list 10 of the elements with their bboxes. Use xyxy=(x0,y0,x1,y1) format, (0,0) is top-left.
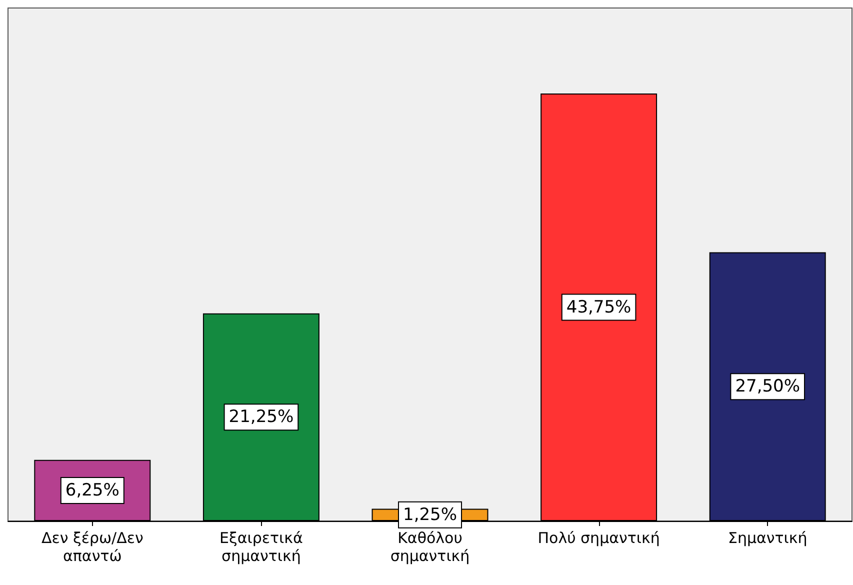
x-tick-label: Πολύ σημαντική xyxy=(538,529,660,547)
x-tick-label: Καθόλου σημαντική xyxy=(390,529,470,565)
data-label: 27,50% xyxy=(735,376,800,397)
x-tick-label: Δεν ξέρω/Δεν απαντώ xyxy=(41,529,144,565)
data-label: 43,75% xyxy=(566,297,632,318)
x-tick-label: Σημαντική xyxy=(728,529,808,547)
x-tick-label: Εξαιρετικά σημαντική xyxy=(220,529,303,565)
data-label: 1,25% xyxy=(402,504,458,525)
data-label: 6,25% xyxy=(65,480,120,500)
data-label: 21,25% xyxy=(228,407,294,428)
